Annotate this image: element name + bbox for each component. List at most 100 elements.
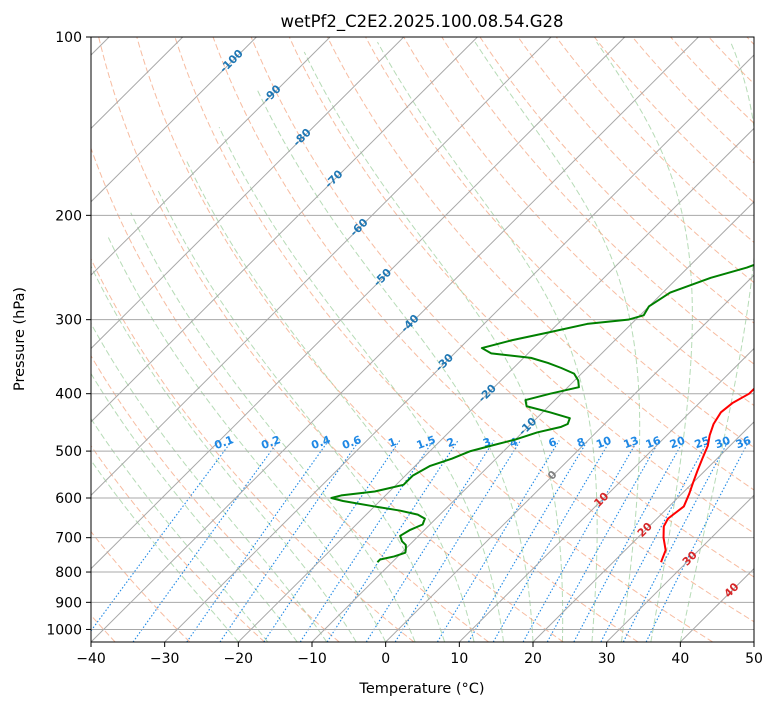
y-tick-label: 400: [55, 387, 82, 403]
isotherm-line: [91, 37, 552, 496]
moist-adiabat-line: [474, 41, 641, 642]
x-axis-ticks: −40 −30 −20 −10 0 10 20 30 40 50: [76, 642, 763, 667]
mixing-ratio-line: [468, 440, 589, 642]
dry-adiabat-line: [403, 37, 754, 407]
isotherm-line: [311, 201, 754, 642]
mixing-ratio-line: [326, 440, 459, 642]
dry-adiabat-line: [746, 37, 754, 46]
dry-adiabat-line: [479, 37, 754, 324]
moist-adiabat-line: [91, 372, 298, 642]
isotherm-line: [753, 641, 754, 642]
dry-adiabat-line: [441, 37, 754, 365]
x-tick-label: −30: [150, 651, 180, 667]
moist-adiabat-line: [256, 87, 534, 642]
x-tick-label: −40: [76, 651, 106, 667]
mixing-ratio-line: [622, 440, 729, 642]
isotherm-line: [91, 37, 626, 570]
dry-adiabat-line: [669, 37, 754, 124]
line-label: 1: [386, 435, 398, 450]
moist-adiabat-line: [303, 51, 564, 642]
mixing-ratio-lines: [91, 440, 750, 642]
mixing-ratio-line: [299, 440, 434, 642]
dry-adiabat-line: [631, 37, 754, 164]
moist-adiabat-line: [91, 417, 269, 642]
y-tick-label: 300: [55, 313, 82, 329]
y-tick-label: 800: [55, 565, 82, 581]
isotherm-line: [91, 37, 405, 350]
line-label: -100: [217, 47, 246, 76]
line-label: 6: [547, 435, 559, 450]
y-tick-label: 700: [55, 531, 82, 547]
mixing-ratio-line: [365, 440, 495, 642]
dry-adiabat-line: [91, 530, 191, 642]
x-tick-label: 50: [745, 651, 763, 667]
y-tick-label: 600: [55, 491, 82, 507]
dewpoint-profile-line: [330, 263, 754, 563]
line-label: 4: [508, 435, 520, 450]
moist-adiabat-line: [186, 160, 475, 642]
isotherm-line: [385, 274, 754, 642]
y-tick-label: 1000: [46, 622, 82, 638]
dry-adiabat-line: [212, 37, 754, 623]
dry-adiabat-line: [98, 37, 564, 642]
line-label: 1.5: [415, 433, 438, 452]
chart-title: wetPf2_C2E2.2025.100.08.54.G28: [280, 12, 563, 32]
mixing-ratio-line: [492, 440, 611, 642]
mixing-ratio-line: [394, 440, 521, 642]
moist-adiabat-line: [596, 41, 693, 642]
temperature-profile-line: [660, 387, 754, 563]
x-tick-label: 20: [524, 651, 542, 667]
dry-adiabat-line: [91, 444, 265, 642]
dry-adiabat-line: [555, 37, 754, 243]
moist-adiabat-line: [107, 237, 387, 642]
line-label: 3: [481, 435, 493, 450]
dry-adiabat-line: [708, 37, 754, 85]
isotherm-line: [237, 127, 754, 642]
line-label: 30: [713, 434, 732, 452]
x-tick-label: −10: [297, 651, 327, 667]
dry-adiabat-line: [517, 37, 754, 284]
isotherm-line: [91, 37, 699, 642]
isotherm-line: [91, 37, 257, 203]
moist-adiabat-line: [130, 212, 416, 642]
mixing-ratio-line: [219, 440, 360, 642]
mixing-ratio-line: [573, 440, 685, 642]
line-label: 13: [622, 434, 641, 451]
line-label: 0.1: [213, 433, 236, 452]
isotherm-line: [606, 494, 754, 642]
mixing-ratio-line: [436, 440, 560, 642]
line-label: 20: [668, 434, 687, 452]
mixing-ratio-line: [600, 440, 709, 642]
moist-adiabat-line: [91, 459, 239, 642]
dry-adiabat-line: [91, 257, 415, 642]
dry-adiabat-line: [365, 37, 754, 449]
y-tick-label: 900: [55, 595, 82, 611]
isotherm-line: [91, 37, 478, 423]
moist-adiabat-line: [679, 41, 754, 642]
isotherms: [91, 37, 754, 642]
isotherm-line: [458, 347, 754, 642]
line-label: 2: [445, 435, 457, 450]
x-axis-label: Temperature (°C): [358, 681, 484, 697]
isotherm-line: [532, 421, 754, 642]
dry-adiabat-line: [91, 146, 489, 642]
moist-adiabat-line: [157, 190, 446, 642]
plot-frame: [90, 36, 755, 643]
line-label: 8: [575, 435, 587, 450]
isotherm-line: [91, 37, 331, 276]
line-label: 0.6: [340, 433, 363, 452]
line-label: 16: [644, 434, 663, 452]
dry-adiabats: [91, 37, 754, 642]
moist-adiabat-line: [377, 41, 598, 642]
y-tick-label: 100: [55, 30, 82, 46]
x-tick-label: 40: [671, 651, 689, 667]
dry-adiabat-line: [326, 37, 754, 491]
dry-adiabat-line: [250, 37, 754, 578]
mixing-ratio-line: [263, 440, 401, 642]
dry-adiabat-line: [136, 37, 639, 642]
dry-adiabat-line: [288, 37, 754, 534]
line-label: 36: [734, 434, 753, 452]
y-tick-label: 500: [55, 444, 82, 460]
mixing-ratio-line: [186, 440, 329, 642]
